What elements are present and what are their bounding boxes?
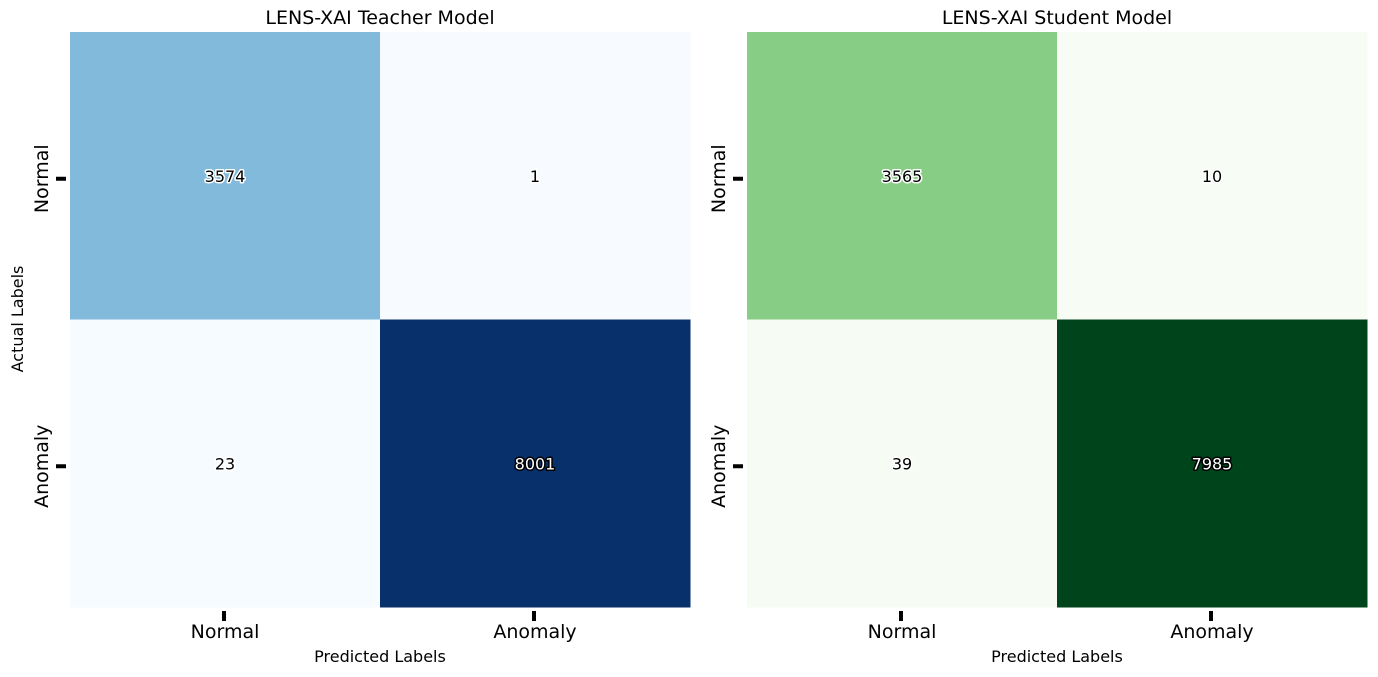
teacher-heatmap-panel: LENS-XAI Teacher Model 3574 1 23 8001 Norma…	[8, 7, 691, 666]
heatmap-cell-value: 1	[530, 167, 540, 186]
student-heatmap-cells: 3565 10 39 7985	[747, 32, 1368, 608]
heatmap-cell	[380, 319, 691, 608]
y-tick-label: Normal	[708, 144, 730, 213]
student-heatmap-panel: LENS-XAI Student Model 3565 10 39 7985 Norm…	[708, 7, 1368, 666]
student-chart-title: LENS-XAI Student Model	[942, 7, 1172, 29]
teacher-chart-title: LENS-XAI Teacher Model	[265, 7, 494, 29]
heatmap-cell	[1057, 32, 1368, 320]
heatmap-cell-value: 39	[892, 454, 912, 473]
heatmap-cell	[70, 319, 381, 608]
heatmap-cell-value: 3574	[205, 167, 246, 186]
teacher-heatmap-ticks: Normal Anomaly Normal Anomaly	[31, 144, 577, 643]
y-tick-label: Normal	[31, 144, 53, 213]
x-tick-label: Normal	[868, 621, 937, 643]
heatmap-cell-value: 23	[215, 454, 235, 473]
heatmap-cell	[1057, 319, 1368, 608]
heatmap-cell	[70, 32, 381, 320]
y-tick-label: Anomaly	[31, 425, 53, 508]
x-tick-label: Anomaly	[1170, 621, 1253, 643]
teacher-x-axis-label: Predicted Labels	[314, 647, 446, 666]
heatmap-cell-value: 10	[1202, 167, 1222, 186]
teacher-heatmap-cells: 3574 1 23 8001	[70, 32, 691, 608]
heatmap-cell-value: 8001	[515, 454, 556, 473]
student-x-axis-label: Predicted Labels	[991, 647, 1123, 666]
teacher-y-axis-label: Actual Labels	[8, 266, 27, 373]
heatmap-cell-value: 3565	[882, 167, 923, 186]
heatmap-cell	[747, 32, 1058, 320]
x-tick-label: Normal	[191, 621, 260, 643]
y-tick-label: Anomaly	[708, 425, 730, 508]
x-tick-label: Anomaly	[493, 621, 576, 643]
heatmap-cell-value: 7985	[1192, 454, 1233, 473]
heatmap-cell	[747, 319, 1058, 608]
student-heatmap-ticks: Normal Anomaly Normal Anomaly	[708, 144, 1254, 643]
heatmap-cell	[380, 32, 691, 320]
